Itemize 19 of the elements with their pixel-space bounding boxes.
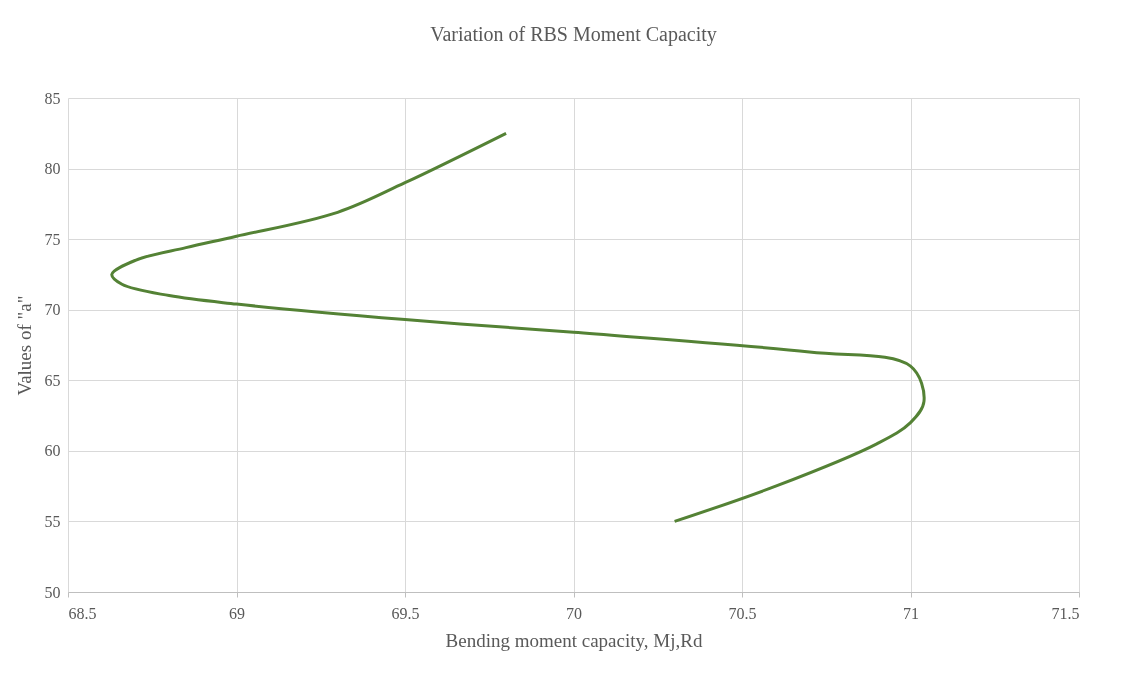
x-tick-label: 68.5 [68, 604, 97, 622]
y-tick-label: 75 [44, 230, 61, 248]
x-tick-label: 69.5 [391, 604, 420, 622]
y-tick-label: 50 [44, 583, 61, 601]
chart-title: Variation of RBS Moment Capacity [430, 23, 717, 46]
x-axis-title: Bending moment capacity, Mj,Rd [445, 629, 703, 651]
line-series [110, 131, 926, 523]
y-tick-label: 80 [44, 160, 61, 178]
x-tick-label: 69 [229, 604, 245, 622]
y-axis-title: Values of "a" [13, 295, 35, 396]
x-tick-label: 71 [903, 604, 919, 622]
y-tick-label: 85 [44, 89, 61, 107]
y-tick-label: 60 [44, 442, 61, 460]
y-tick-label: 55 [44, 512, 61, 530]
x-tick-label: 70 [566, 604, 582, 622]
x-tick-label: 70.5 [728, 604, 757, 622]
x-tick-label: 71.5 [1051, 604, 1080, 622]
y-tick-label: 70 [44, 301, 61, 319]
y-tick-label: 65 [44, 371, 61, 389]
